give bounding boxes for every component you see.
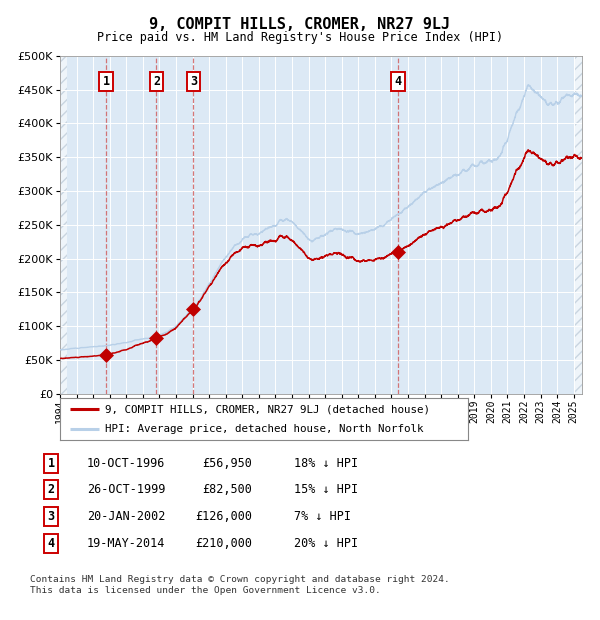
Text: 2: 2: [153, 75, 160, 88]
Text: Contains HM Land Registry data © Crown copyright and database right 2024.
This d: Contains HM Land Registry data © Crown c…: [30, 575, 450, 595]
Text: 7% ↓ HPI: 7% ↓ HPI: [294, 510, 351, 523]
Text: 9, COMPIT HILLS, CROMER, NR27 9LJ (detached house): 9, COMPIT HILLS, CROMER, NR27 9LJ (detac…: [105, 404, 430, 414]
Text: 18% ↓ HPI: 18% ↓ HPI: [294, 457, 358, 469]
Text: £82,500: £82,500: [202, 484, 252, 496]
Text: Price paid vs. HM Land Registry's House Price Index (HPI): Price paid vs. HM Land Registry's House …: [97, 31, 503, 43]
Text: 2: 2: [47, 484, 55, 496]
Bar: [60, 56, 67, 394]
Text: 1: 1: [47, 457, 55, 469]
Text: 4: 4: [394, 75, 401, 88]
Text: HPI: Average price, detached house, North Norfolk: HPI: Average price, detached house, Nort…: [105, 424, 424, 434]
Text: 1: 1: [103, 75, 110, 88]
Text: 9, COMPIT HILLS, CROMER, NR27 9LJ: 9, COMPIT HILLS, CROMER, NR27 9LJ: [149, 17, 451, 32]
Text: 20-JAN-2002: 20-JAN-2002: [87, 510, 166, 523]
Text: 3: 3: [190, 75, 197, 88]
Text: £210,000: £210,000: [195, 537, 252, 549]
Text: 19-MAY-2014: 19-MAY-2014: [87, 537, 166, 549]
Text: £56,950: £56,950: [202, 457, 252, 469]
Text: 26-OCT-1999: 26-OCT-1999: [87, 484, 166, 496]
Text: 20% ↓ HPI: 20% ↓ HPI: [294, 537, 358, 549]
Text: 10-OCT-1996: 10-OCT-1996: [87, 457, 166, 469]
Text: 4: 4: [47, 537, 55, 549]
Text: £126,000: £126,000: [195, 510, 252, 523]
Bar: [575, 56, 582, 394]
Text: 15% ↓ HPI: 15% ↓ HPI: [294, 484, 358, 496]
Text: 3: 3: [47, 510, 55, 523]
